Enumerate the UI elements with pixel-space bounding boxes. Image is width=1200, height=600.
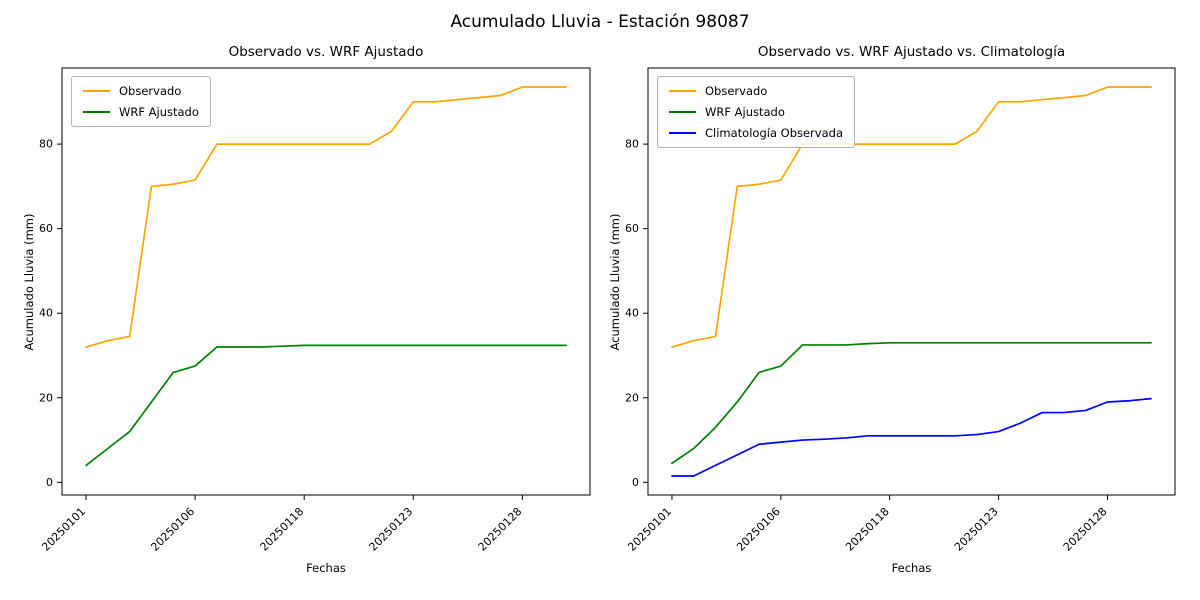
y-tick-label: 60 xyxy=(39,222,53,235)
legend-line-sample xyxy=(669,132,696,134)
series-line-observado xyxy=(85,86,567,348)
series-line-wrf-ajustado xyxy=(671,341,1152,465)
legend-line-sample xyxy=(669,90,696,92)
legend: Observado WRF Ajustado Climatología Observ… xyxy=(657,76,855,148)
subplot-title: Observado vs. WRF Ajustado xyxy=(228,44,424,60)
legend-line-sample xyxy=(83,90,110,92)
y-tick-label: 40 xyxy=(625,307,639,320)
series-line-wrf-ajustado xyxy=(85,344,567,467)
plot-area: 0 20 40 60 80 20250101 20250106 20250118 2025012… xyxy=(39,67,591,554)
x-tick-label: 20250106 xyxy=(148,505,197,554)
legend-label: Observado xyxy=(705,84,768,98)
y-tick-label: 0 xyxy=(46,476,53,489)
y-tick-label: 20 xyxy=(625,391,639,404)
legend-label: Observado xyxy=(119,84,182,98)
x-tick-label: 20250128 xyxy=(1061,505,1110,554)
x-tick-label: 20250123 xyxy=(367,505,416,554)
y-tick-label: 80 xyxy=(625,138,639,151)
y-tick-label: 80 xyxy=(39,138,53,151)
x-tick-label: 20250101 xyxy=(625,505,674,554)
legend-item: Observado xyxy=(669,84,843,98)
x-tick-label: 20250118 xyxy=(843,505,892,554)
subplot-right: Observado vs. WRF Ajustado vs. Climatolo… xyxy=(608,44,1176,575)
x-axis-label: Fechas xyxy=(891,561,932,575)
legend-item: Climatología Observada xyxy=(669,126,843,140)
legend-label: WRF Ajustado xyxy=(705,105,785,119)
legend: Observado WRF Ajustado xyxy=(71,76,211,127)
subplot-title: Observado vs. WRF Ajustado vs. Climatolo… xyxy=(757,44,1066,60)
figure-title: Acumulado Lluvia - Estación 98087 xyxy=(450,12,750,32)
legend-label: WRF Ajustado xyxy=(119,105,199,119)
series-line-climatología-observada xyxy=(671,397,1152,477)
legend-item: WRF Ajustado xyxy=(83,105,199,119)
y-axis-label: Acumulado Lluvia (mm) xyxy=(22,213,36,350)
y-tick-label: 20 xyxy=(39,391,53,404)
x-tick-label: 20250128 xyxy=(476,505,525,554)
y-tick-label: 0 xyxy=(632,476,639,489)
x-tick-label: 20250101 xyxy=(39,505,88,554)
legend-label: Climatología Observada xyxy=(705,126,843,140)
x-tick-label: 20250106 xyxy=(734,505,783,554)
subplot-left: Observado vs. WRF Ajustado Acumulado Llu… xyxy=(22,44,591,575)
y-axis-label: Acumulado Lluvia (mm) xyxy=(608,213,622,350)
axes-frame xyxy=(647,67,1176,496)
legend-item: Observado xyxy=(83,84,199,98)
y-tick-label: 40 xyxy=(39,307,53,320)
legend-line-sample xyxy=(83,111,110,113)
series-line-observado xyxy=(671,86,1152,348)
axes-frame xyxy=(61,67,591,496)
x-axis-label: Fechas xyxy=(306,561,346,575)
legend-line-sample xyxy=(669,111,696,113)
x-tick-label: 20250123 xyxy=(952,505,1001,554)
legend-item: WRF Ajustado xyxy=(669,105,843,119)
y-tick-label: 60 xyxy=(625,222,639,235)
x-tick-label: 20250118 xyxy=(258,505,307,554)
